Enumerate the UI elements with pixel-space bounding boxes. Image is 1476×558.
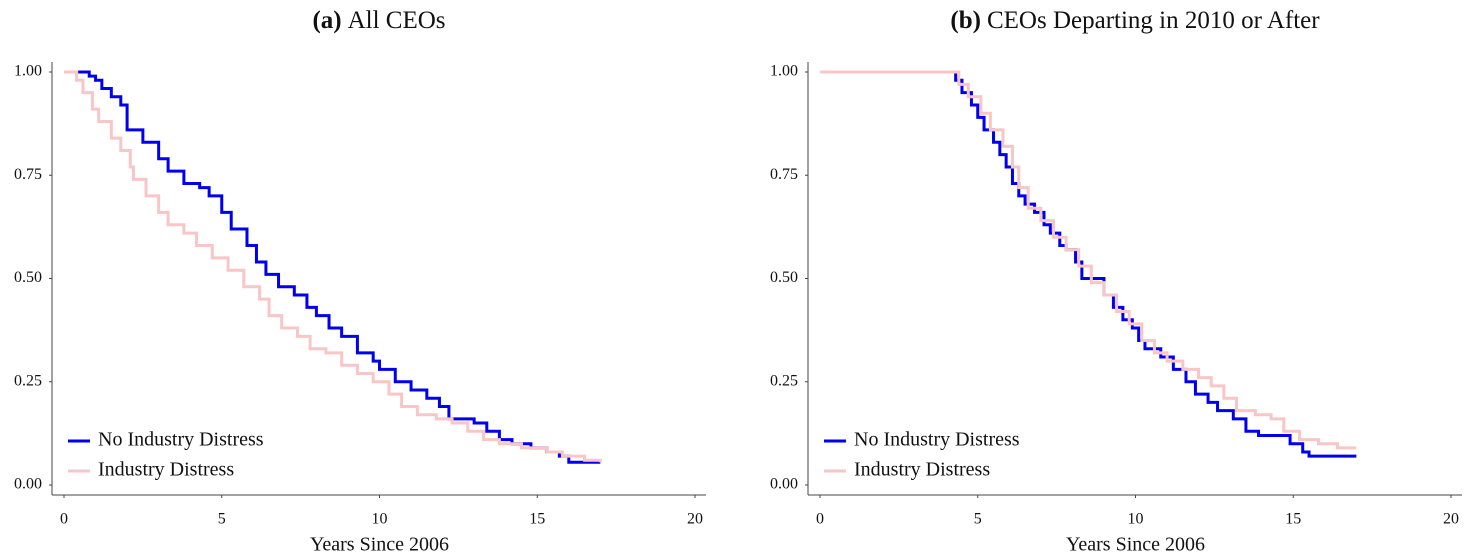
- legend-label: No Industry Distress: [98, 429, 264, 451]
- y-tick-label: 0.00: [770, 476, 798, 493]
- x-tick-label: 5: [218, 511, 226, 528]
- chart-title: (b) CEOs Departing in 2010 or After: [950, 7, 1320, 34]
- x-tick-label: 20: [687, 511, 703, 528]
- y-tick-label: 0.50: [770, 269, 798, 286]
- y-tick-label: 0.75: [14, 166, 42, 183]
- y-tick-label: 0.00: [14, 476, 42, 493]
- x-tick-label: 5: [974, 511, 982, 528]
- title-text: CEOs Departing in 2010 or After: [987, 7, 1320, 34]
- survival-line: [64, 70, 602, 463]
- x-tick-label: 15: [1285, 511, 1301, 528]
- legend-label: Industry Distress: [854, 459, 990, 481]
- title-text: All CEOs: [348, 7, 446, 34]
- panel-label: (b): [950, 7, 981, 34]
- y-tick-label: 0.25: [14, 372, 42, 389]
- x-tick-label: 0: [60, 511, 68, 528]
- y-tick-label: 0.75: [770, 166, 798, 183]
- x-axis-label: Years Since 2006: [310, 534, 449, 556]
- x-axis-label: Years Since 2006: [1066, 534, 1205, 556]
- chart-title: (a) All CEOs: [312, 7, 445, 34]
- panel-label: (a): [312, 7, 341, 34]
- x-tick-label: 20: [1443, 511, 1459, 528]
- x-tick-label: 0: [816, 511, 824, 528]
- survival-line: [64, 70, 601, 464]
- survival-line: [820, 70, 1357, 458]
- legend-label: No Industry Distress: [854, 429, 1020, 451]
- y-tick-label: 1.00: [770, 63, 798, 80]
- y-tick-label: 1.00: [14, 63, 42, 80]
- survival-line: [820, 70, 1357, 450]
- y-tick-label: 0.50: [14, 269, 42, 286]
- legend-label: Industry Distress: [98, 459, 234, 481]
- x-tick-label: 10: [1128, 511, 1144, 528]
- x-tick-label: 10: [372, 511, 388, 528]
- y-tick-label: 0.25: [770, 372, 798, 389]
- x-tick-label: 15: [529, 511, 545, 528]
